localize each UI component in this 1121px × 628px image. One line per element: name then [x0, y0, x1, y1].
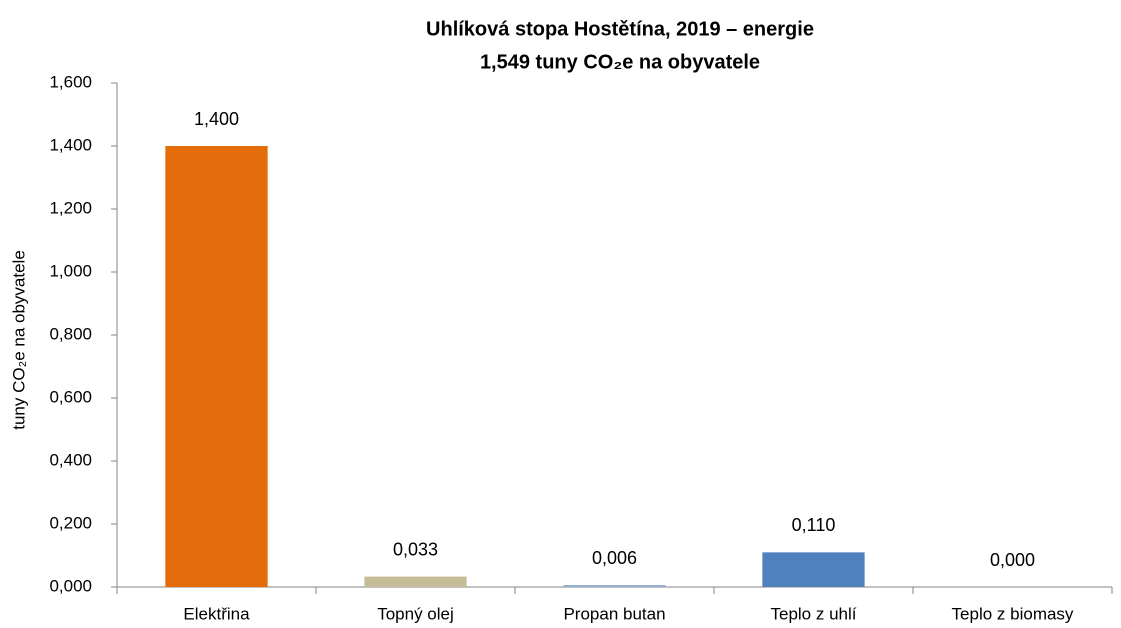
value-label: 0,000 — [990, 550, 1035, 570]
y-axis-label: tuny CO₂e na obyvatele — [9, 250, 28, 430]
x-tick-label: Propan butan — [563, 604, 665, 623]
y-tick-label: 0,000 — [49, 576, 92, 595]
x-tick-label: Teplo z biomasy — [952, 604, 1074, 623]
value-label: 0,006 — [592, 548, 637, 568]
y-tick-label: 0,600 — [49, 387, 92, 406]
value-label: 1,400 — [194, 109, 239, 129]
x-tick-label: Elektřina — [183, 604, 250, 623]
bar — [364, 576, 467, 587]
y-tick-label: 1,000 — [49, 261, 92, 280]
x-tick-label: Topný olej — [377, 604, 454, 623]
bar — [563, 585, 666, 587]
chart-title: Uhlíková stopa Hostětína, 2019 – energie — [426, 18, 814, 40]
chart-subtitle: 1,549 tuny CO₂e na obyvatele — [480, 51, 760, 73]
y-tick-label: 1,200 — [49, 198, 92, 217]
bar — [762, 552, 865, 587]
x-tick-label: Teplo z uhlí — [771, 604, 857, 623]
y-tick-label: 1,400 — [49, 135, 92, 154]
bar — [165, 146, 268, 587]
y-tick-label: 0,400 — [49, 450, 92, 469]
value-label: 0,110 — [792, 515, 836, 535]
y-tick-label: 0,200 — [49, 513, 92, 532]
y-tick-label: 0,800 — [49, 324, 92, 343]
y-tick-label: 1,600 — [49, 72, 92, 91]
value-label: 0,033 — [393, 539, 438, 559]
